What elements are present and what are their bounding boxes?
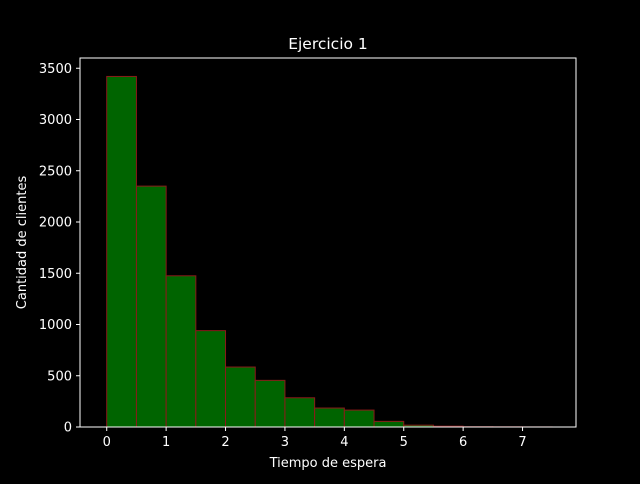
y-tick-label: 3500: [39, 62, 72, 77]
y-tick-label: 1500: [39, 267, 72, 282]
chart-title: Ejercicio 1: [288, 35, 368, 53]
histogram-bar: [285, 398, 315, 427]
histogram-bar: [196, 331, 226, 427]
x-tick-label: 0: [103, 435, 111, 450]
y-axis-label: Cantidad de clientes: [15, 176, 30, 310]
y-tick-label: 1000: [39, 318, 72, 333]
x-tick-label: 1: [162, 435, 170, 450]
x-tick-label: 6: [459, 435, 467, 450]
x-tick-label: 4: [340, 435, 348, 450]
y-tick-label: 500: [47, 369, 72, 384]
histogram-bar: [136, 186, 166, 427]
x-tick-label: 3: [281, 435, 289, 450]
x-tick-label: 2: [221, 435, 229, 450]
histogram-bar: [315, 408, 345, 427]
y-tick-label: 2500: [39, 164, 72, 179]
x-tick-label: 7: [518, 435, 526, 450]
y-tick-label: 0: [64, 421, 72, 436]
histogram-bar: [374, 421, 404, 427]
histogram-bar: [226, 367, 256, 427]
y-tick-label: 3000: [39, 113, 72, 128]
histogram-bar: [344, 410, 374, 427]
x-tick-label: 5: [400, 435, 408, 450]
x-axis-label: Tiempo de espera: [269, 456, 387, 471]
histogram-bar: [166, 276, 196, 427]
histogram-bar: [255, 380, 285, 427]
histogram-bar: [107, 76, 137, 427]
y-tick-label: 2000: [39, 216, 72, 231]
